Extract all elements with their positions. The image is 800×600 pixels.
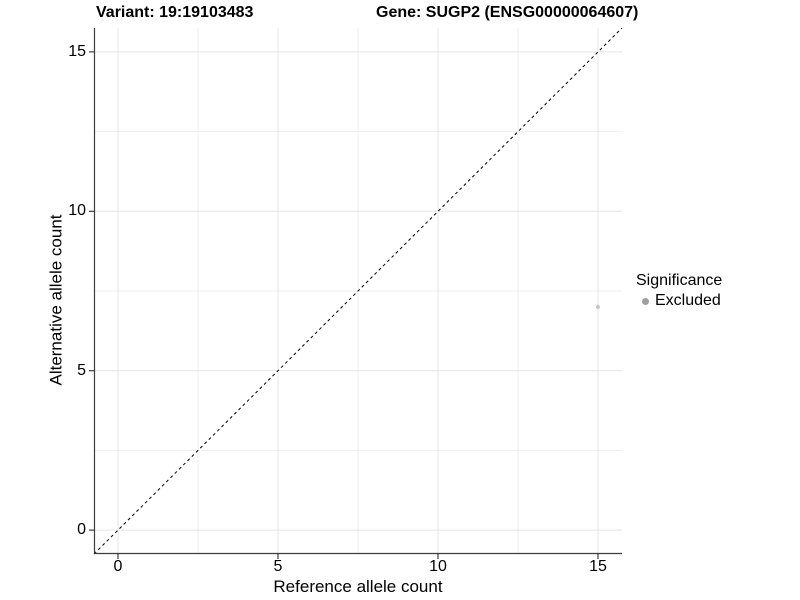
x-axis-title: Reference allele count: [273, 577, 443, 596]
y-tick-label-0: 0: [77, 521, 86, 538]
y-axis-title: Alternative allele count: [46, 214, 66, 386]
legend-item-label: Excluded: [655, 292, 721, 309]
gene-title: Gene: SUGP2 (ENSG00000064607): [376, 4, 639, 21]
y-tick-label-10: 10: [68, 202, 86, 219]
legend-title: Significance: [636, 272, 723, 289]
x-tick-label-0: 0: [113, 558, 123, 575]
legend: Significance Excluded: [636, 272, 722, 310]
excluded-point-icon: [642, 297, 649, 305]
plot-panel: [89, 27, 623, 559]
legend-item-excluded: Excluded: [636, 292, 722, 310]
variant-title: Variant: 19:19103483: [96, 4, 254, 21]
y-tick-label-15: 15: [68, 43, 86, 60]
x-tick-label-5: 5: [273, 558, 283, 575]
x-tick-label-10: 10: [429, 558, 447, 575]
x-tick-label-15: 15: [589, 558, 607, 575]
y-tick-label-5: 5: [77, 362, 86, 379]
